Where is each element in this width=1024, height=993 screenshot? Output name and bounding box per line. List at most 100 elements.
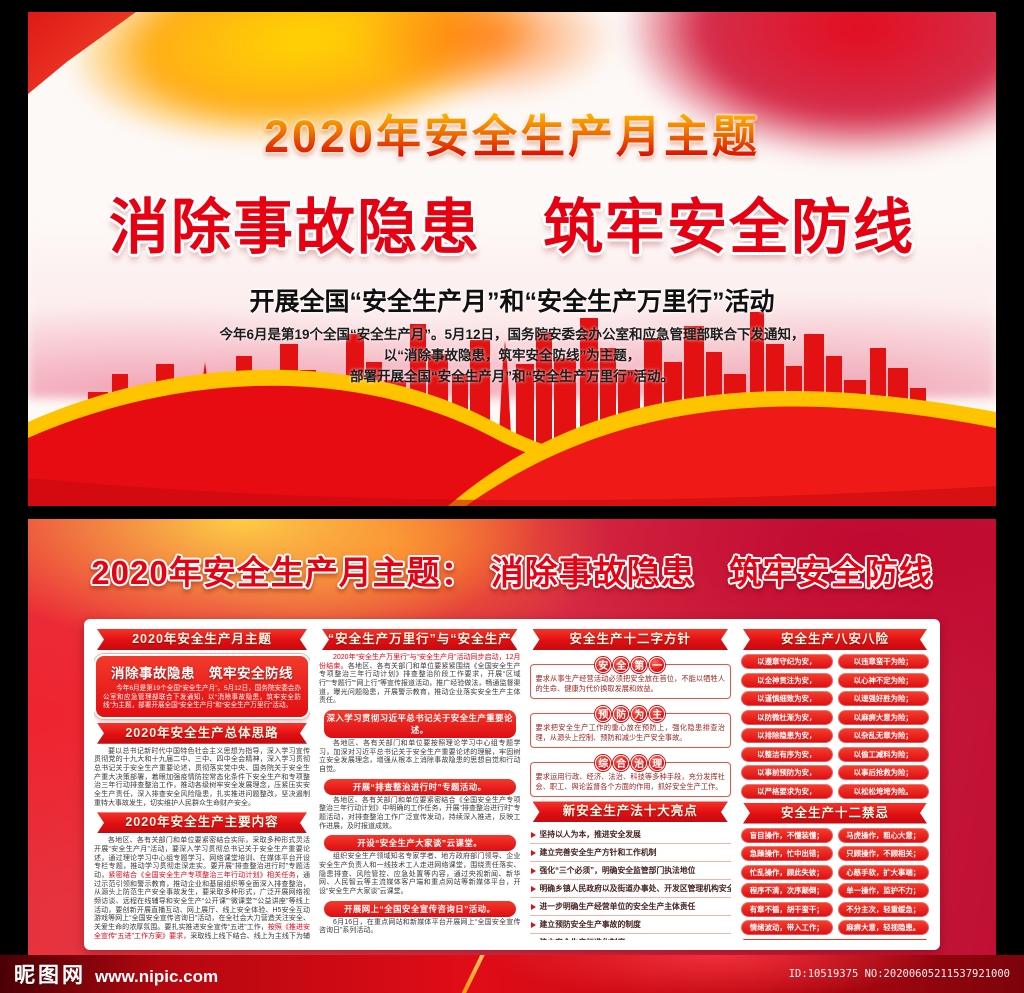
theme-box-title: 消除事故隐患 筑牢安全防线 [111,666,293,681]
top-slogan: 消除事故隐患 筑牢安全防线 [109,194,915,261]
paint-splash-orange [358,12,618,102]
principle-badge-char: 综 [595,754,612,771]
slogan-pill: 忙乱操作，顾此失彼； [741,864,833,880]
triangle-bullet-icon [530,831,536,838]
principle-text: 要求从事生产经营活动必须把安全放在首位，不能以牺牲人的生命、健康为代价换取发展和… [535,674,726,694]
watermark-bar: 昵图网 www.nipic.com ID:10519375 NO:2020060… [0,955,1024,993]
slogan-pill: 以心神不定为险； [837,672,929,688]
intro-line: 今年6月是第19个全国“安全生产月”。5月12日，国务院安委会办公室和应急管理部… [219,327,805,342]
slogan-pill: 以松松垮垮为险。 [837,783,929,799]
column-policy: 安全生产十二字方针 安全第一 要求从事生产经营活动必须把安全放在首位，不能以牺牲… [529,629,732,940]
principle-badge: 综合治理 [595,754,666,771]
triangle-bullet-icon [530,903,536,910]
top-banner-panel: 2020年安全生产月主题 消除事故隐患 筑牢安全防线 开展全国“安全生产月”和“… [28,12,996,506]
ribbon-banner: 安全生产十二字方针 [533,629,729,650]
board-header-slogan: 消除事故隐患 筑牢安全防线 [490,554,933,591]
slogan-pill: 以全神贯注为安， [741,672,833,688]
ribbon-banner: 安全生产八安八险 [743,629,927,650]
principle-badge-char: 全 [613,656,630,673]
slogan-pill: 麻痹大意，轻视隐患。 [837,920,929,935]
ribbon-banner: 2020年安全生产月主题 [97,629,307,650]
top-intro-lines: 今年6月是第19个全国“安全生产月”。5月12日，国务院安委会办公室和应急管理部… [28,325,996,388]
content-board: 2020年安全生产月主题 消除事故隐患 筑牢安全防线 今年6月是第19个全国“安… [84,619,940,950]
column-slogans: 安全生产八安八险 以遵章守纪为安， 以违章蛮干为险； 以全神贯注为安， 以心神不定为险… [740,629,930,940]
top-subtitle: 开展全国“安全生产月”和“安全生产万里行”活动 [249,288,775,316]
slogan-pill: 急躁操作，忙中出错； [741,846,833,861]
activity-item: 开展“排查整治进行时”专题活动。 各地区、各有关部门和单位要紧密结合《全国安全生… [319,778,521,832]
overall-thinking-paragraph: 要以总书记新时代中国特色社会主义思想为指导，深入学习宣传贯彻党的十九大和十九届二… [94,747,310,807]
slogan-pill: 程序不清，次序颠倒； [741,883,833,898]
slogan-pill: 以整洁有序为安， [741,746,833,762]
ribbon-banner: “安全生产万里行”与“安全生产月”活动 [322,629,518,650]
principle-box: 预防为主 要求把安全生产工作的重心放在预防上，强化隐患排查治理，从源头上控制、预… [529,705,731,749]
column-theme: 2020年安全生产月主题 消除事故隐患 筑牢安全防线 今年6月是第19个全国“安… [94,629,310,940]
slogan-pill: 只顾操作，不顾相关； [837,846,929,861]
law-highlight-item: 进一步明确生产经营单位的安全生产主体责任 [529,898,731,917]
image-id-text: ID:10519375 NO:20200605211537921000 [788,968,1010,980]
law-highlight-item: 坚持以人为本，推进安全发展 [529,826,731,845]
activities-intro-paragraph: 2020年“安全生产万里行”与“安全生产月”活动同步启动，12月份结束。各地区、… [319,654,521,706]
text-segment: 按照《推进安全宣传“五进”工作方案》要求， [94,924,310,940]
principle-badge-char: 主 [649,705,666,722]
law-highlight-text: 进一步明确生产经营单位的安全生产主体责任 [539,902,696,912]
principle-box: 综合治理 要求运用行政、经济、法治、科技等多种手段，充分发挥社会、职工、舆论监督… [529,754,731,798]
slogan-pill: 以排除隐患为安， [741,728,833,743]
top-title-text: 2020年安全生产月主题 [263,111,761,162]
law-highlight-text: 明确乡镇人民政府以及街道办事处、开发区管理机构安全生产职责 [539,884,732,894]
red-ribbon-graphic [28,369,996,506]
principle-badge-char: 防 [613,705,630,722]
principle-badge-char: 安 [595,656,612,673]
ribbon-banner: 新安全生产法十大亮点 [533,801,729,822]
text-segment: 各地区、各有关部门和单位要紧紧围绕《全国安全生产专项整治三年行动计划》排查整治阶… [319,662,521,705]
law-highlight-item: 建立安全生产标准化制度 [530,934,732,940]
law-highlight-item: 强化“三个必须”，明确安全监管部门执法地位 [529,862,731,881]
activity-body: 各地区、各有关部门和单位要紧密结合《全国安全生产专项整治三年行动计划》中明确的工… [319,796,521,830]
site-watermark: 昵图网 www.nipic.com [14,959,218,989]
principle-boxes: 安全第一 要求从事生产经营活动必须把安全放在首位，不能以牺牲人的生命、健康为代价… [529,654,731,798]
principle-badge-char: 为 [631,705,648,722]
ribbon-banner: 2020年安全生产主要内容 [97,812,307,833]
principle-badge-char: 第 [631,656,648,673]
slogan-pill: 盲目操作，不懂装懂； [741,827,833,843]
slogan-pill: 不分主次，轻重缓急； [837,901,929,917]
law-highlight-text: 坚持以人为本，推进安全发展 [539,830,641,840]
activity-item: 开设“安全生产大家谈”云课堂。 组织安全生产领域知名专家学者、地方政府部门领导、… [319,835,521,896]
principle-badge: 安全第一 [595,656,666,673]
theme-box-body: 今年6月是第19个全国“安全生产月”。5月12日，国务院安委会办公室和应急管理部… [103,685,301,710]
slogan-pill: 单一操作，监护不力； [837,883,929,898]
main-content-paragraph: 各地区、各有关部门和单位要紧密结合实际，采取多种形式灵活开展“安全生产月”活动，… [94,837,310,940]
law-highlight-text: 强化“三个必须”，明确安全监管部门执法地位 [539,866,696,876]
principle-badge-char: 合 [613,754,630,771]
triangle-bullet-icon [530,867,536,874]
law-highlight-item: 明确乡镇人民政府以及街道办事处、开发区管理机构安全生产职责 [529,880,732,899]
activity-body: 各地区、各有关部门和单位要按照理论学习中心组专题学习，加深对习近平总书记关于安全… [319,740,521,774]
slogan-pill: 以逞强好胜为险； [837,691,929,706]
slogan-pill: 以谨慎细致为安， [741,691,833,706]
principle-text: 要求运用行政、经济、法治、科技等多种手段，充分发挥社会、职工、舆论监督各个方面的… [535,772,726,792]
triangle-bullet-icon [530,885,536,892]
principle-badge: 预防为主 [595,705,666,722]
principle-box: 安全第一 要求从事生产经营活动必须把安全放在首位，不能以牺牲人的生命、健康为代价… [529,656,731,700]
law-highlight-text: 建立安全生产标准化制度 [540,937,626,940]
slogan-pill: 以偷工减料为险； [837,746,929,762]
principle-badge-char: 预 [595,705,612,722]
slogan-pill: 以防微杜渐为安， [741,709,833,725]
ribbon-banner: 消防安全四个能力 [743,939,927,940]
intro-line: 以“消除事故隐患，筑牢安全防线”为主题， [383,347,641,363]
law-highlight-text: 建立完善安全生产方针和工作机制 [539,848,657,858]
slogan-pill: 以杂乱无章为险； [837,728,929,743]
activity-item: 开展网上“全国安全宣传咨询日”活动。 6月16日，在重点网站和新媒体平台开展网上… [319,900,521,936]
slogan-pill: 情绪波动，带入工作； [741,920,833,935]
twelve-taboos-grid: 盲目操作，不懂装懂； 马虎操作，粗心大意； 急躁操作，忙中出错； 只顾操作，不顾相关；… [741,827,929,935]
slogan-pill: 以事前预防为安， [741,765,833,780]
slogan-pill: 心慈手软，扩大事端； [837,864,929,880]
ribbon-banner: 安全生产十二禁忌 [743,803,927,824]
activity-title-bar: 开展“排查整治进行时”专题活动。 [324,778,516,795]
site-logo: 昵图网 [14,964,86,987]
activity-items: 深入学习贯彻习近平总书记关于安全生产重要论述。 各地区、各有关部门和单位要按照理… [319,710,521,940]
law-highlight-text: 建立预防安全生产事故的制度 [539,920,641,930]
law-highlight-item: 建立完善安全生产方针和工作机制 [529,844,731,863]
activity-title-bar: 开设“安全生产大家谈”云课堂。 [324,835,516,852]
slogan-pill: 以严格要求为安， [741,783,833,799]
